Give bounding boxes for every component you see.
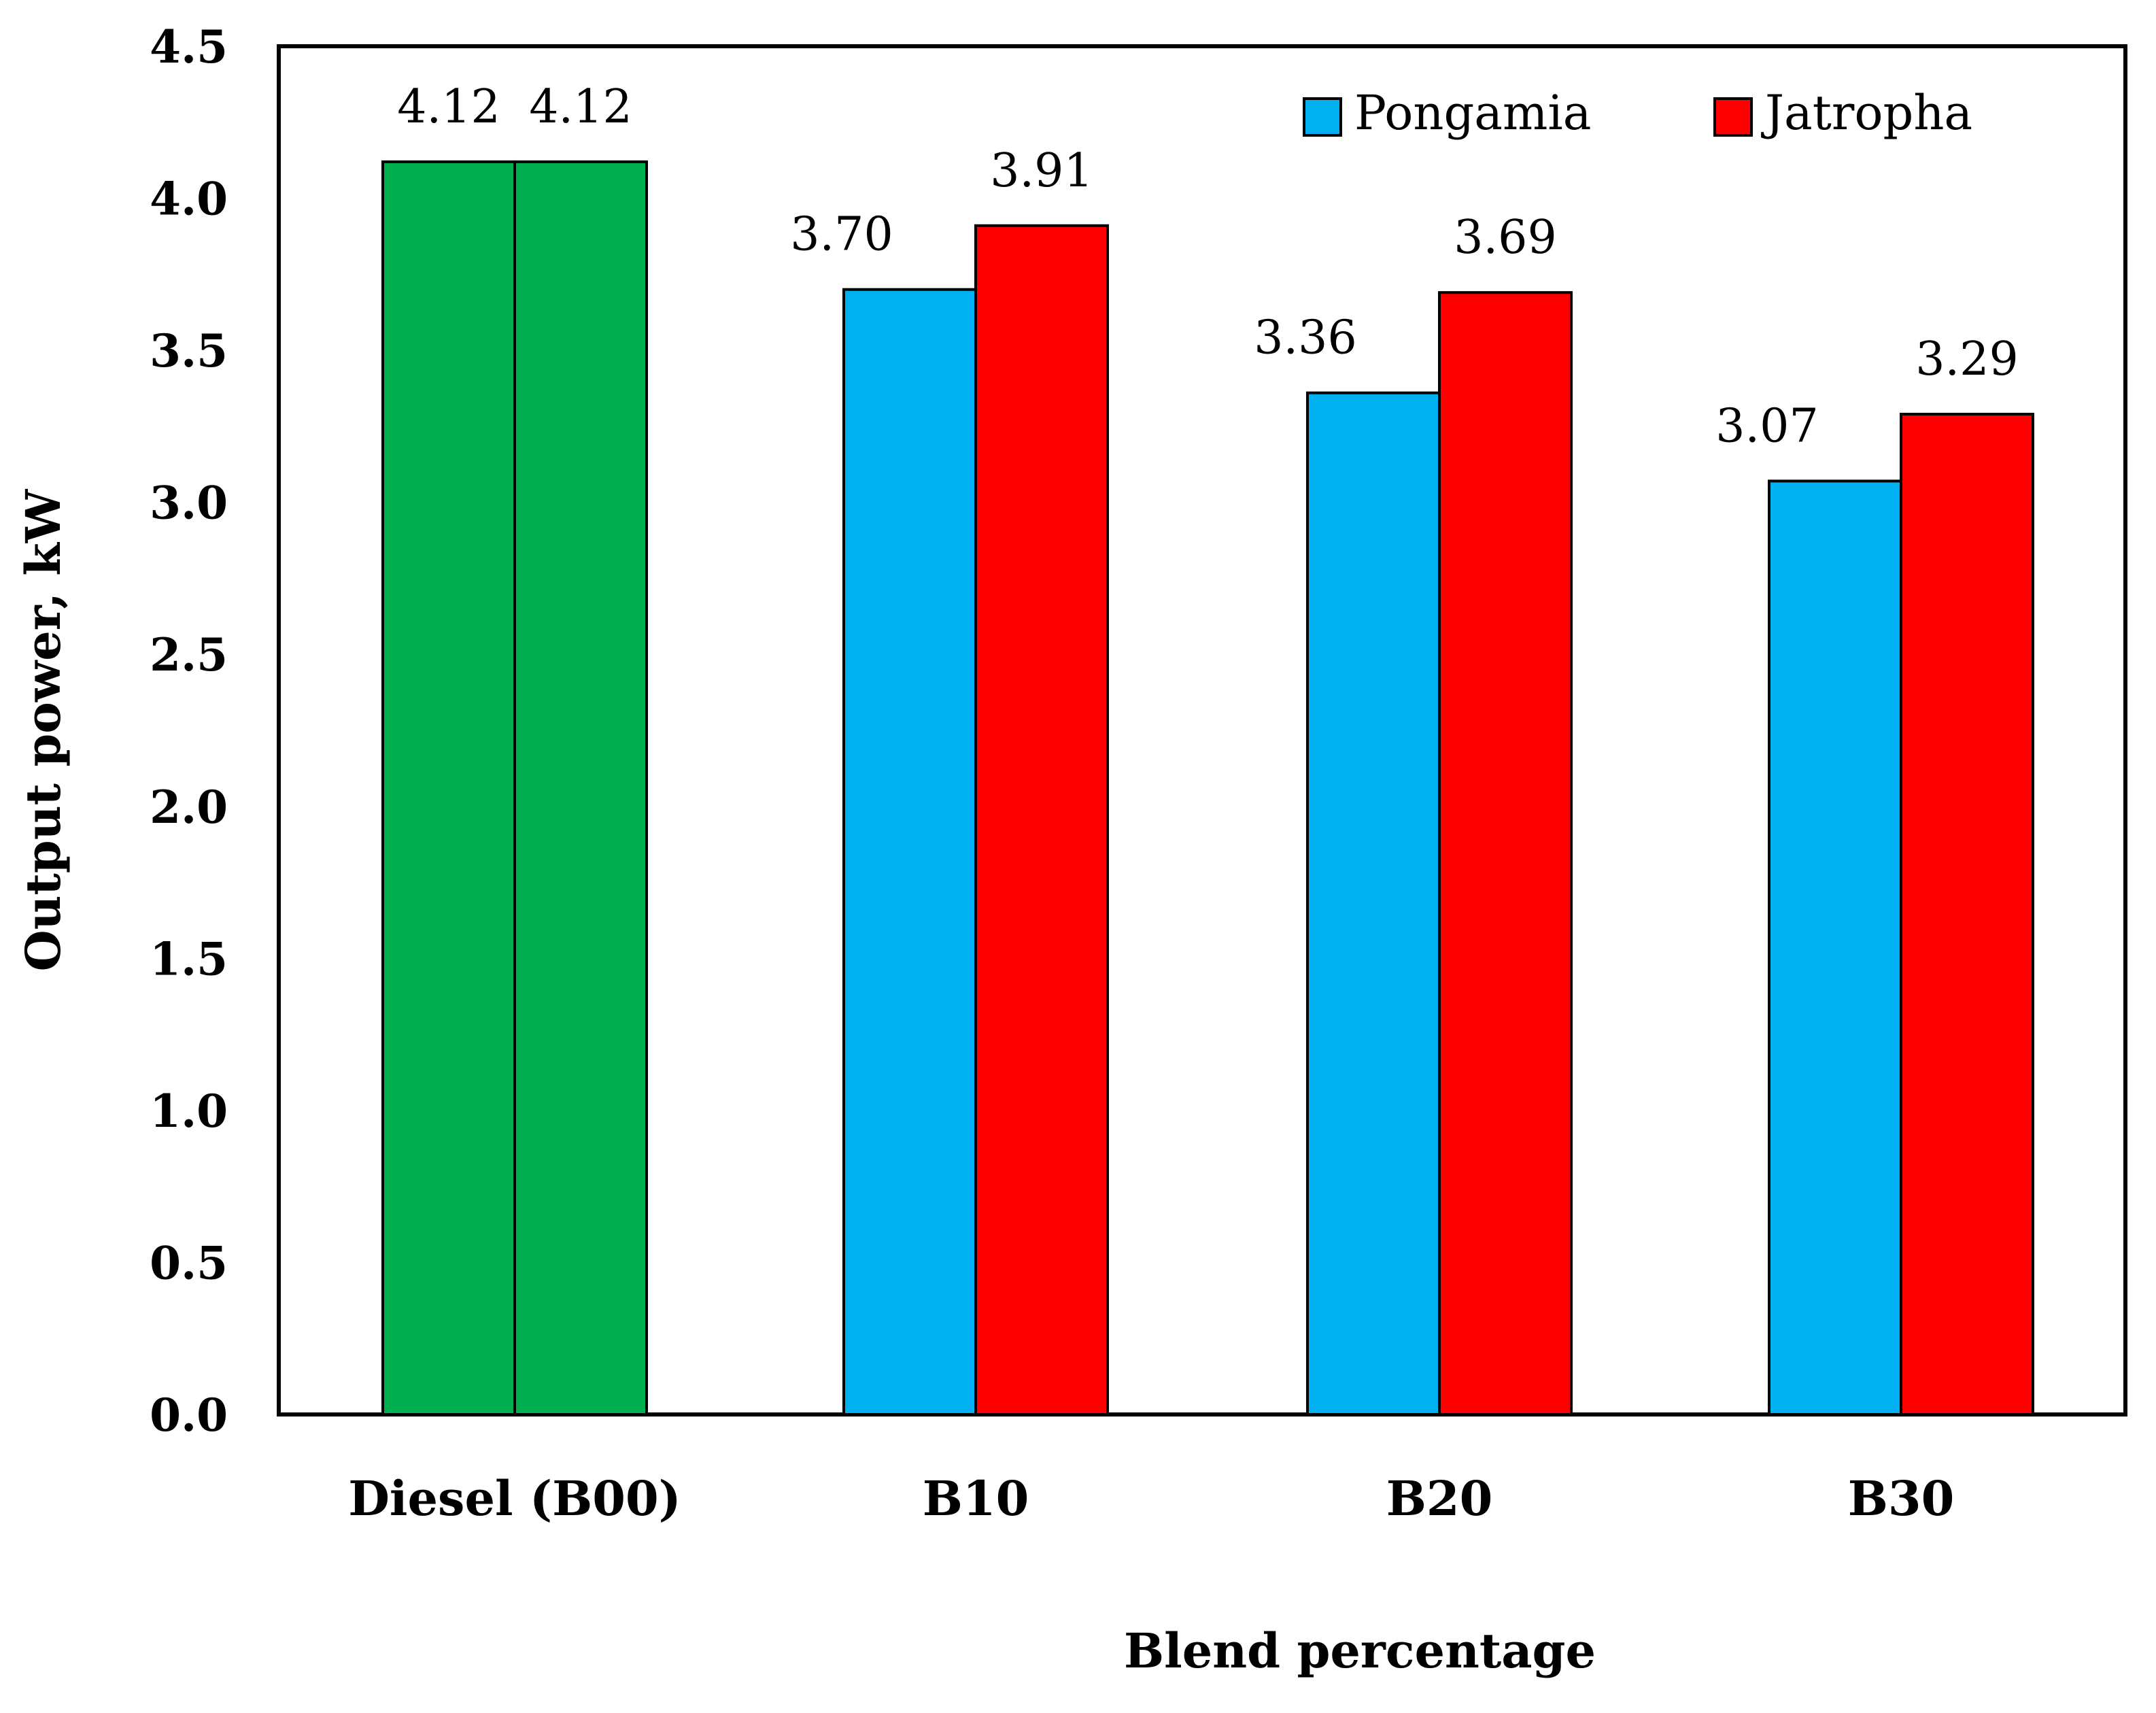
data-label-pongamia-b20: 3.36 — [1254, 311, 1356, 365]
y-tick-label-2-5: 2.5 — [150, 628, 228, 681]
data-label-pongamia-diesel-b00: 4.12 — [397, 80, 500, 134]
x-axis-label: Blend percentage — [1124, 1623, 1596, 1679]
bars-group — [381, 160, 2034, 1417]
y-tick-label-3-0: 3.0 — [150, 477, 228, 530]
bar-jatropha-diesel-b00 — [513, 160, 648, 1416]
data-label-jatropha-b10: 3.91 — [990, 144, 1093, 198]
y-tick-label-1-0: 1.0 — [150, 1085, 228, 1138]
bar-pongamia-b20 — [1306, 391, 1441, 1416]
data-label-pongamia-b30: 3.07 — [1715, 399, 1818, 453]
y-tick-label-4-0: 4.0 — [150, 173, 228, 226]
bar-pongamia-diesel-b00 — [381, 160, 516, 1416]
data-label-jatropha-b30: 3.29 — [1915, 333, 2018, 386]
y-tick-label-2-0: 2.0 — [150, 781, 228, 834]
y-tick-label-4-5: 4.5 — [150, 20, 228, 73]
x-tick-label-diesel-b00: Diesel (B00) — [348, 1470, 681, 1527]
y-tick-labels-group: 0.0 0.5 1.0 1.5 2.0 2.5 3.0 3.5 4.0 4.5 — [150, 20, 228, 1442]
data-label-pongamia-b10: 3.70 — [790, 208, 893, 262]
data-labels-group: 4.12 4.12 3.70 3.91 3.36 3.69 3.07 3.29 — [397, 80, 2018, 453]
legend-label-pongamia: Pongamia — [1354, 85, 1592, 141]
bar-jatropha-b30 — [1900, 413, 2034, 1417]
bar-jatropha-b10 — [974, 224, 1109, 1417]
x-tick-label-b20: B20 — [1386, 1470, 1493, 1527]
y-tick-label-1-5: 1.5 — [150, 932, 228, 985]
x-tick-label-b30: B30 — [1848, 1470, 1955, 1527]
legend-swatch-pongamia — [1303, 97, 1342, 137]
y-tick-label-0-0: 0.0 — [150, 1389, 228, 1442]
bar-pongamia-b10 — [842, 288, 977, 1417]
legend-label-jatropha: Jatropha — [1761, 85, 1972, 141]
data-label-jatropha-b20: 3.69 — [1454, 211, 1556, 265]
bar-jatropha-b20 — [1438, 291, 1573, 1416]
bar-pongamia-b30 — [1768, 479, 1902, 1416]
legend: Pongamia Jatropha — [1303, 85, 1972, 141]
x-tick-label-b10: B10 — [923, 1470, 1029, 1527]
y-axis-label: Output power, kW — [15, 488, 71, 971]
y-tick-label-0-5: 0.5 — [150, 1236, 228, 1289]
y-tick-label-3-5: 3.5 — [150, 324, 228, 377]
x-tick-labels-group: Diesel (B00) B10 B20 B30 — [348, 1470, 1954, 1527]
data-label-jatropha-diesel-b00: 4.12 — [529, 80, 632, 134]
legend-swatch-jatropha — [1713, 97, 1753, 137]
